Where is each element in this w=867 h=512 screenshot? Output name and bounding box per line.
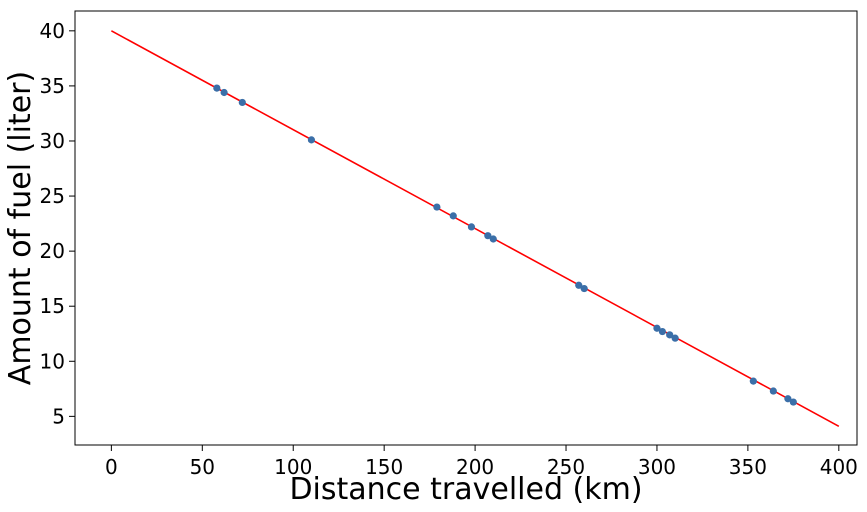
scatter-point [658, 327, 667, 336]
scatter-point [749, 377, 757, 385]
scatter-point [238, 98, 246, 107]
y-tick-label: 25 [40, 184, 65, 208]
scatter-point [467, 223, 476, 231]
scatter-point [213, 84, 221, 92]
y-axis: 5 10 15 20 25 30 35 40 [40, 19, 75, 428]
x-tick-label: 0 [105, 455, 118, 479]
scatter-point [769, 387, 777, 395]
y-axis-label: Amount of fuel (liter) [3, 71, 38, 385]
y-tick-label: 20 [40, 239, 65, 263]
scatter-point [653, 324, 661, 332]
scatter-point [666, 331, 674, 339]
x-tick-label: 300 [638, 455, 676, 479]
y-tick-label: 35 [40, 74, 65, 98]
x-tick-label: 200 [456, 455, 494, 479]
y-tick-label: 5 [52, 404, 65, 428]
plot-frame [74, 10, 858, 446]
scatter-point [220, 88, 228, 97]
scatter-point [671, 334, 679, 342]
y-tick-label: 15 [40, 294, 65, 318]
scatter-point [449, 212, 457, 220]
y-tick-label: 40 [40, 19, 65, 43]
x-tick-label: 250 [547, 455, 585, 479]
y-tick-label: 10 [40, 349, 65, 373]
scatter-point [789, 398, 797, 406]
x-tick-label: 150 [365, 455, 403, 479]
x-tick-label: 50 [190, 455, 215, 479]
scatter-point [575, 281, 583, 289]
fit-line-layer [110, 30, 840, 427]
x-tick-label: 350 [729, 455, 767, 479]
scatter-point [784, 395, 792, 403]
x-tick-label: 400 [820, 455, 858, 479]
scatter-points-layer [213, 84, 797, 406]
scatter-point [307, 136, 316, 144]
scatter-point [580, 284, 588, 293]
y-tick-label: 30 [40, 129, 65, 153]
scatter-point [489, 235, 497, 243]
x-tick-label: 100 [274, 455, 312, 479]
fit-line [110, 30, 840, 427]
scatter-point [484, 232, 492, 240]
x-axis: 0 50 100 150 200 250 300 350 400 [105, 445, 858, 479]
x-axis-label: Distance travelled (km) [289, 472, 642, 507]
scatter-point [433, 203, 441, 211]
